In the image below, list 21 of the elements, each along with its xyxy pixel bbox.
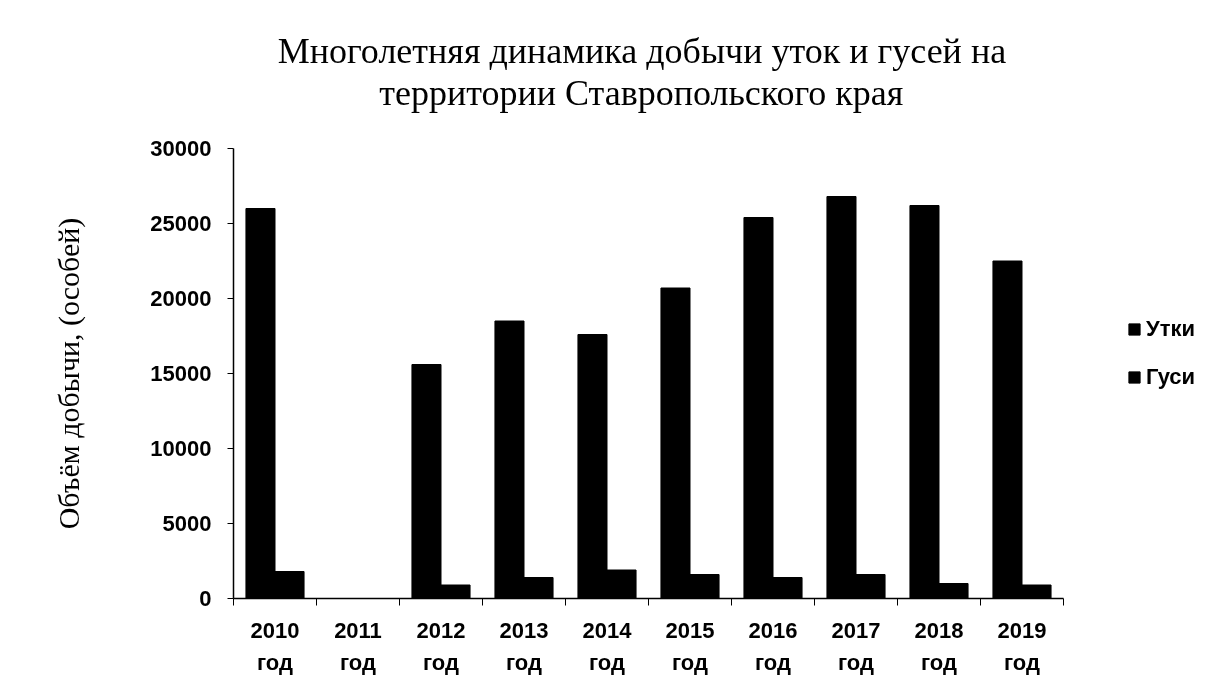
x-tick-label: 2018 год: [914, 617, 964, 675]
y-tick-label: 0: [199, 586, 212, 611]
y-tick-label: 5000: [162, 511, 212, 536]
x-tick-label: 2015 год: [665, 617, 715, 675]
x-tick-label: 2010 год: [250, 617, 300, 675]
y-tick-label: 10000: [150, 436, 212, 461]
x-tick-label: 2014 год: [582, 617, 633, 675]
y-tick-label: 30000: [150, 136, 212, 161]
x-tick-label: 2013 год: [499, 617, 549, 675]
legend-label: Утки: [1146, 316, 1195, 342]
x-tick-label: 2012 год: [416, 617, 466, 675]
x-tick-label: 2011 год: [334, 617, 382, 675]
y-tick-label: 15000: [150, 361, 212, 386]
y-tick-label: 20000: [150, 286, 212, 311]
y-tick-label: 25000: [150, 211, 212, 236]
chart-title: Многолетняя динамика добычи уток и гусей на территории Ставропольского края: [277, 30, 1007, 113]
x-tick-label: 2019 год: [997, 617, 1047, 675]
x-tick-label: 2017 год: [831, 617, 881, 675]
x-tick-label: 2016 год: [748, 617, 798, 675]
legend-label: Гуси: [1146, 364, 1196, 390]
y-axis-title: Объём добычи, (особей): [52, 217, 87, 530]
